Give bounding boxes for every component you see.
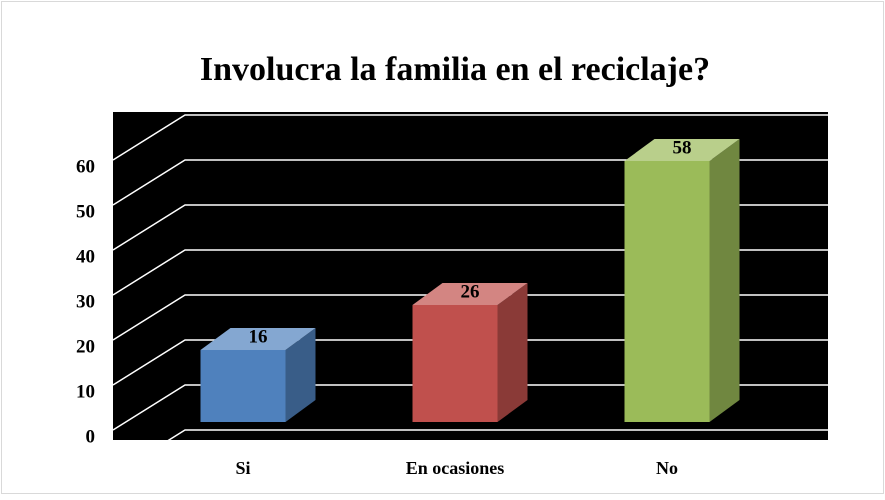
grid-line: [112, 159, 828, 206]
y-tick-label: 30: [76, 291, 95, 312]
x-tick-label: Si: [235, 458, 250, 478]
bar-top: [412, 283, 528, 305]
grid-line: [112, 249, 828, 296]
grid-line: [112, 294, 828, 341]
grid-line: [112, 204, 828, 251]
y-tick-label: 10: [76, 381, 95, 402]
chart-title: Involucra la familia en el reciclaje?: [200, 51, 710, 88]
data-label: 58: [673, 137, 692, 158]
x-tick-label: En ocasiones: [406, 458, 505, 478]
grid-line: [112, 384, 828, 431]
bar-top: [624, 139, 740, 161]
grid-line: [112, 429, 828, 476]
grid-line: [112, 339, 828, 386]
y-tick-label: 20: [76, 336, 95, 357]
y-tick-label: 40: [76, 246, 95, 267]
data-label: 26: [461, 281, 480, 302]
bar-side: [709, 139, 740, 422]
bar: [200, 350, 286, 422]
data-label: 16: [249, 326, 268, 347]
grid-line: [112, 114, 828, 161]
x-tick-label: No: [656, 458, 678, 478]
bar: [412, 305, 498, 422]
bar-side: [285, 328, 316, 422]
y-tick-label: 50: [76, 201, 95, 222]
y-tick-label: 60: [76, 156, 95, 177]
y-tick-label: 0: [86, 426, 96, 447]
bar: [624, 161, 710, 422]
bar-top: [200, 328, 316, 350]
bar-side: [497, 283, 528, 422]
